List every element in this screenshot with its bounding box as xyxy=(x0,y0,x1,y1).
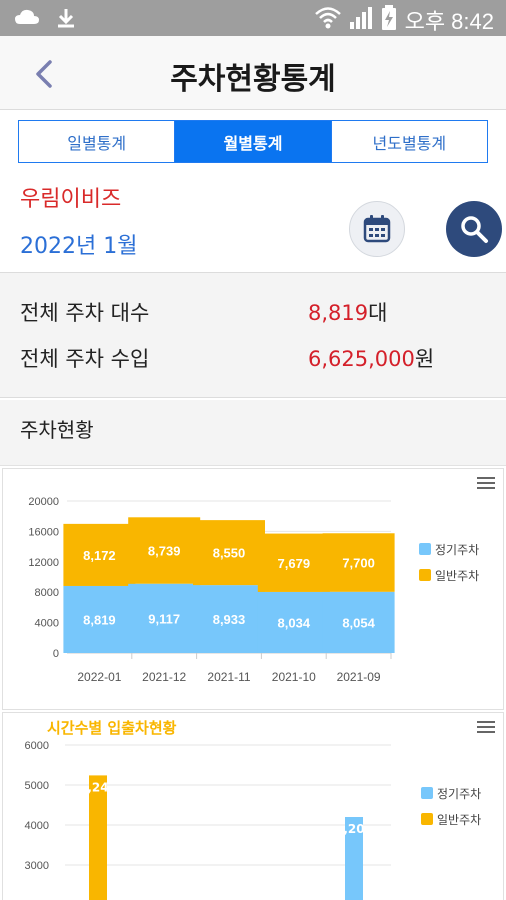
bar-segment xyxy=(193,520,265,586)
total-income-row: 전체 주차 수입 6,625,000원 xyxy=(20,343,486,383)
bar-segment xyxy=(128,583,201,653)
wifi-icon xyxy=(314,6,341,34)
bar-segment xyxy=(322,533,395,592)
x-tick-label: 2021-12 xyxy=(142,670,186,684)
data-label: 8,034 xyxy=(278,615,311,630)
summary-panel: 전체 주차 대수 8,819대 전체 주차 수입 6,625,000원 xyxy=(0,272,506,398)
bar-segment xyxy=(63,585,136,653)
y-tick-label: 8000 xyxy=(35,587,59,599)
bar-general xyxy=(89,775,107,900)
data-label: ,24 xyxy=(87,780,108,794)
page-title: 주차현황통계 xyxy=(170,62,336,97)
bar-segment xyxy=(322,591,395,653)
chart2-title: 시간수별 입출차현황 xyxy=(47,719,177,737)
total-income-label: 전체 주차 수입 xyxy=(20,347,150,371)
total-count-label: 전체 주차 대수 xyxy=(20,301,150,325)
legend-swatch xyxy=(419,569,431,581)
monthly-parking-chart-svg: 0 4000 8000 12000 16000 20000 8,819 8,172 2022-0… xyxy=(28,496,479,684)
status-time: 오후 8:42 xyxy=(404,9,494,34)
data-label: 8,172 xyxy=(83,548,116,563)
back-button[interactable] xyxy=(28,54,68,94)
x-tick-label: 2021-10 xyxy=(272,670,316,684)
legend-label: 정기주차 xyxy=(437,787,481,801)
legend-swatch xyxy=(421,787,433,799)
company-name: 우림이비즈 xyxy=(20,187,122,212)
x-tick-label: 2022-01 xyxy=(77,670,121,684)
total-count-number: 8,819 xyxy=(308,301,369,325)
chevron-left-icon xyxy=(36,60,52,88)
data-label: 8,933 xyxy=(213,612,246,627)
data-label: 8,819 xyxy=(83,612,116,627)
section-title: 주차현황 xyxy=(20,418,94,442)
bar-segment xyxy=(128,517,201,584)
legend-swatch xyxy=(419,543,431,555)
y-tick-label: 12000 xyxy=(28,557,59,569)
total-income-value: 6,625,000원 xyxy=(308,343,434,373)
download-icon xyxy=(56,7,76,33)
y-tick-label: 16000 xyxy=(28,526,59,538)
section-header: 주차현황 xyxy=(0,400,506,466)
total-count-value: 8,819대 xyxy=(308,297,387,327)
calendar-icon xyxy=(363,215,391,243)
legend-swatch xyxy=(421,813,433,825)
bar-segment xyxy=(257,533,330,592)
chart-menu-icon[interactable] xyxy=(477,477,495,491)
cloud-icon xyxy=(14,7,40,33)
signal-icon xyxy=(349,6,373,34)
status-left xyxy=(14,7,76,33)
y-tick-label: 5000 xyxy=(25,780,49,792)
data-label: 7,679 xyxy=(278,556,311,571)
x-tick-label: 2021-11 xyxy=(207,670,250,684)
tab-daily[interactable]: 일별통계 xyxy=(19,121,176,162)
search-button[interactable] xyxy=(446,201,502,257)
y-tick-label: 20000 xyxy=(28,496,59,508)
y-tick-label: 4000 xyxy=(35,618,59,630)
app-header: 주차현황통계 xyxy=(0,36,506,110)
calendar-button[interactable] xyxy=(349,201,405,257)
search-icon xyxy=(461,216,488,243)
data-label: 7,700 xyxy=(342,556,375,571)
battery-charging-icon xyxy=(381,5,397,35)
total-income-number: 6,625,000 xyxy=(308,347,415,371)
status-right: 오후 8:42 xyxy=(314,4,494,36)
bar-segment xyxy=(257,591,330,653)
total-income-unit: 원 xyxy=(414,347,435,371)
legend-label: 일반주차 xyxy=(437,813,481,827)
monthly-parking-chart: 0 4000 8000 12000 16000 20000 8,819 8,172 2022-0… xyxy=(2,468,504,710)
data-label: ,20 xyxy=(343,822,364,836)
legend-label: 정기주차 xyxy=(435,543,479,557)
selected-period: 2022년 1월 xyxy=(20,234,138,259)
y-tick-label: 6000 xyxy=(25,740,49,752)
y-tick-label: 0 xyxy=(53,648,59,660)
data-label: 8,054 xyxy=(342,615,375,630)
legend-label: 일반주차 xyxy=(435,569,479,583)
tab-monthly[interactable]: 월별통계 xyxy=(175,121,332,162)
y-tick-label: 4000 xyxy=(25,820,49,832)
bar-segment xyxy=(63,523,136,586)
data-label: 8,550 xyxy=(213,546,246,561)
total-count-row: 전체 주차 대수 8,819대 xyxy=(20,297,486,337)
tab-yearly[interactable]: 년도별통계 xyxy=(372,133,447,153)
data-label: 9,117 xyxy=(148,611,180,626)
x-tick-label: 2021-09 xyxy=(337,670,381,684)
bar-regular xyxy=(345,817,363,900)
y-tick-label: 3000 xyxy=(25,860,49,872)
chart2-menu-icon[interactable] xyxy=(477,721,495,735)
total-count-unit: 대 xyxy=(368,301,388,325)
status-bar: 오후 8:42 xyxy=(0,0,506,36)
bar-segment xyxy=(193,585,265,653)
data-label: 8,739 xyxy=(148,544,181,559)
period-tabs: 일별통계 월별통계 년도별통계 xyxy=(18,120,488,163)
